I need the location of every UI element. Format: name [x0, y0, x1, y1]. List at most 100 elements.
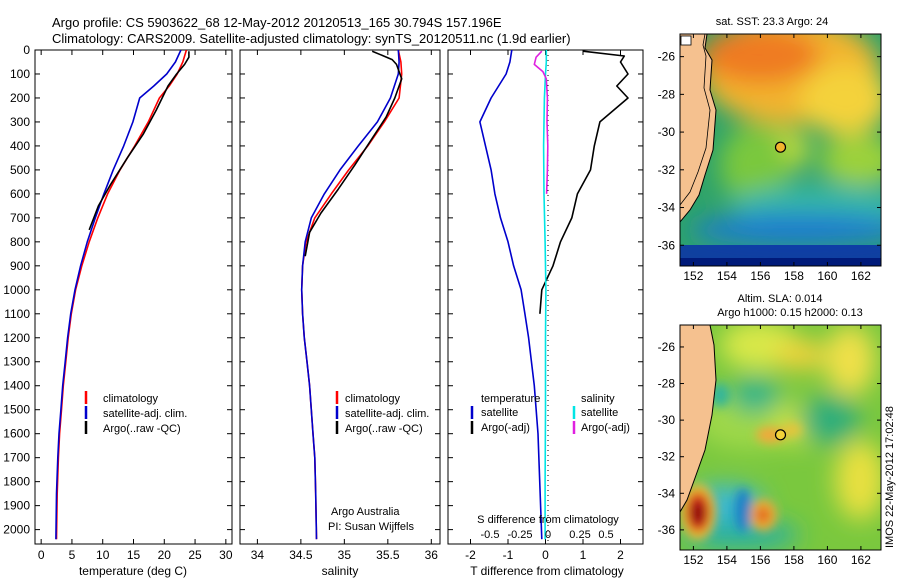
sst-map-axes: 152 154 156 158 160 162 -26 -28 -30 -32 -34 -36 [658, 34, 881, 283]
depth-tick-label: 1200 [3, 331, 30, 345]
s-difference-title: S difference from climatology [477, 514, 619, 526]
depth-tick-label: 0 [23, 43, 30, 57]
salinity-legend: climatology satellite-adj. clim. Argo(..… [335, 391, 429, 435]
lat-tick-label: -28 [658, 377, 676, 391]
s-diff-tick-label: 0.5 [598, 529, 613, 541]
legend-label-temp-argo: Argo(-adj) [481, 422, 530, 434]
depth-tick-label: 400 [10, 139, 30, 153]
depth-tick-label: 100 [10, 67, 30, 81]
x-tick-label: -2 [465, 548, 476, 562]
x-tick-label: 5 [69, 548, 76, 562]
temperature-panel: 0100200300400500600700800900100011001200… [3, 43, 233, 578]
lat-tick-label: -36 [658, 523, 676, 537]
depth-tick-label: 1400 [3, 379, 30, 393]
temperature-series [55, 50, 190, 540]
figure-title-line1: Argo profile: CS 5903622_68 12-May-2012 … [52, 15, 502, 30]
depth-tick-label: 1000 [3, 283, 30, 297]
sst-map-image [680, 34, 881, 266]
lon-tick-label: 160 [817, 269, 837, 283]
x-tick-label: 10 [96, 548, 110, 562]
depth-tick-label: 300 [10, 115, 30, 129]
credit-pi: PI: Susan Wijffels [328, 521, 414, 533]
depth-tick-label: 1100 [4, 307, 30, 321]
lon-tick-label: 160 [817, 553, 837, 567]
x-tick-label: 2 [617, 548, 624, 562]
depth-axis: 0 100 200 300 400 500 600 700 800 900 1000 1100 1200… [3, 43, 232, 537]
depth-tick-label: 1700 [3, 451, 30, 465]
difference-depth-ticks [448, 49, 643, 531]
legend-label-temp-satellite: satellite [481, 407, 518, 419]
lon-tick-label: 162 [851, 269, 871, 283]
x-tick-label: -1 [503, 548, 514, 562]
difference-panel: -2 -1 0 1 2 temperature satellite Argo(-adj)… [447, 49, 644, 578]
depth-tick-label: 200 [10, 91, 30, 105]
x-tick-label: 30 [219, 548, 233, 562]
depth-tick-label: 1300 [3, 355, 30, 369]
legend-label-sal-argo: Argo(-adj) [581, 422, 630, 434]
depth-tick-label: 700 [10, 211, 30, 225]
sla-map-title-line2: Argo h1000: 0.15 h2000: 0.13 [717, 307, 863, 319]
salinity-axes-frame [239, 49, 441, 545]
lon-tick-label: 158 [784, 553, 804, 567]
legend-label-satellite-clim: satellite-adj. clim. [103, 408, 187, 420]
lat-tick-label: -26 [658, 50, 676, 64]
sla-map-frame [679, 324, 882, 551]
depth-tick-label: 1600 [3, 427, 30, 441]
series-satellite-adj-clim [300, 50, 400, 540]
series-satellite-adj-clim [55, 50, 182, 540]
legend-label-climatology: climatology [345, 393, 401, 405]
credit-argo-australia: Argo Australia [331, 506, 400, 518]
lon-tick-label: 152 [683, 553, 703, 567]
depth-tick-label: 2000 [3, 523, 30, 537]
lon-tick-label: 162 [851, 553, 871, 567]
lon-tick-label: 156 [750, 269, 770, 283]
depth-tick-label: 600 [10, 187, 30, 201]
lat-tick-label: -28 [658, 87, 676, 101]
lat-tick-label: -32 [658, 450, 676, 464]
lat-tick-label: -26 [658, 340, 676, 354]
sst-map-panel: sat. SST: 23.3 Argo: 24 152 154 156 158 160 1… [658, 16, 882, 283]
x-tick-label: 35.5 [376, 548, 400, 562]
lon-tick-label: 156 [750, 553, 770, 567]
depth-tick-label: 500 [10, 163, 30, 177]
lat-tick-label: -30 [658, 125, 676, 139]
legend-title-temperature: temperature [481, 393, 540, 405]
series-argo-raw-qc [88, 51, 190, 231]
series-argo-raw-qc [304, 50, 403, 257]
series-temperature-satellite [479, 50, 543, 540]
x-tick-label: 34.5 [289, 548, 313, 562]
x-tick-label: 36 [425, 548, 439, 562]
lat-tick-label: -36 [658, 238, 676, 252]
difference-legend: temperature satellite Argo(-adj) salinit… [470, 393, 630, 434]
sla-map-panel: Altim. SLA: 0.014 Argo h1000: 0.15 h2000… [658, 293, 882, 567]
temperature-legend: climatology satellite-adj. clim. Argo(..… [84, 391, 187, 435]
legend-label-satellite-clim: satellite-adj. clim. [345, 408, 429, 420]
series-salinity-satellite [542, 50, 548, 540]
x-tick-label: 0 [542, 548, 549, 562]
series-salinity-argo-adj [533, 50, 549, 194]
x-tick-label: 15 [127, 548, 141, 562]
lat-tick-label: -34 [658, 486, 676, 500]
sst-map-frame [679, 33, 882, 267]
x-tick-label: 20 [158, 548, 172, 562]
sst-map-land [680, 34, 717, 223]
temperature-x-label: temperature (deg C) [79, 564, 187, 578]
lat-tick-label: -30 [658, 413, 676, 427]
s-diff-tick-label: 0.25 [569, 529, 590, 541]
salinity-x-label: salinity [322, 564, 359, 578]
x-tick-label: 1 [580, 548, 587, 562]
salinity-series [300, 50, 403, 540]
legend-label-sal-satellite: satellite [581, 407, 618, 419]
legend-label-climatology: climatology [103, 393, 159, 405]
temperature-x-axis: 0 5 10 15 20 25 30 [38, 50, 233, 562]
depth-tick-label: 1800 [3, 475, 30, 489]
lon-tick-label: 154 [717, 269, 737, 283]
sla-argo-location-marker [774, 429, 787, 441]
x-tick-label: 34 [251, 548, 265, 562]
salinity-panel: 34 34.5 35 35.5 36 climatology satellite-adj… [239, 49, 441, 578]
sst-map-inset-box [680, 35, 692, 46]
sst-map-title: sat. SST: 23.3 Argo: 24 [716, 16, 829, 28]
s-diff-tick-label: 0 [545, 529, 551, 541]
legend-label-argo: Argo(..raw -QC) [345, 423, 423, 435]
